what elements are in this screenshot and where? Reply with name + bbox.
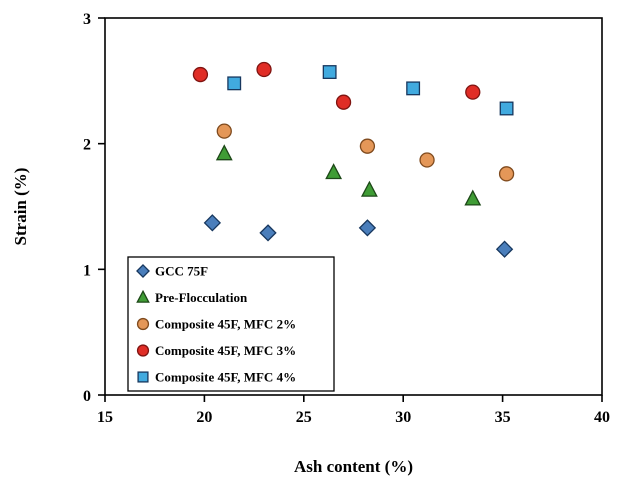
legend-box — [127, 256, 335, 392]
legend-item: Composite 45F, MFC 4% — [137, 370, 296, 385]
y-axis-tick-label: 3 — [83, 11, 91, 28]
data-point-circle — [359, 138, 376, 154]
series-1 — [215, 144, 482, 206]
series-3 — [192, 61, 481, 110]
data-point-circle — [419, 152, 435, 168]
data-point-square — [406, 81, 421, 96]
legend-label: GCC 75F — [155, 264, 208, 279]
legend-label: Composite 45F, MFC 2% — [155, 317, 296, 332]
legend-item: Pre-Flocculation — [136, 289, 248, 305]
legend-item: GCC 75F — [136, 264, 208, 279]
data-point-square — [499, 101, 514, 116]
legend-marker-square — [137, 371, 149, 383]
y-axis-title: Strain (%) — [11, 168, 30, 246]
data-point-triangle — [360, 180, 378, 197]
legend-marker-triangle — [136, 289, 150, 303]
legend-item: Composite 45F, MFC 2% — [136, 317, 296, 332]
data-point-triangle — [325, 163, 343, 180]
data-point-triangle — [215, 144, 233, 161]
data-point-circle — [465, 84, 481, 100]
data-point-square — [227, 76, 242, 91]
data-point-circle — [498, 166, 515, 182]
y-axis-tick-label: 2 — [83, 137, 91, 154]
data-point-square — [322, 65, 337, 79]
data-point-circle — [216, 123, 232, 139]
data-point-diamond — [495, 240, 514, 258]
x-axis-tick-label: 40 — [594, 409, 610, 426]
data-point-circle — [256, 61, 272, 78]
data-point-diamond — [203, 214, 222, 232]
legend-label: Pre-Flocculation — [155, 290, 248, 305]
x-axis-tick-label: 15 — [97, 409, 113, 426]
x-axis-tick-label: 25 — [296, 409, 312, 426]
data-point-diamond — [259, 224, 277, 242]
legend-label: Composite 45F, MFC 4% — [155, 370, 296, 385]
series-2 — [216, 123, 515, 182]
legend-marker-circle — [136, 317, 150, 331]
x-axis-tick-label: 35 — [495, 409, 511, 426]
x-axis-tick-label: 20 — [196, 409, 212, 426]
y-axis-tick-label: 0 — [83, 388, 91, 405]
x-axis-title: Ash content (%) — [294, 457, 413, 476]
data-point-circle — [335, 94, 352, 110]
plot-frame — [104, 17, 603, 396]
legend-marker-circle — [136, 344, 150, 357]
series-0 — [203, 214, 514, 258]
data-point-triangle — [464, 189, 482, 206]
legend-label: Composite 45F, MFC 3% — [155, 343, 296, 358]
legend-item: Composite 45F, MFC 3% — [136, 343, 296, 358]
data-point-diamond — [358, 219, 377, 237]
series-4 — [227, 65, 514, 116]
data-point-circle — [192, 66, 209, 83]
y-axis-tick-label: 1 — [83, 262, 91, 279]
x-axis-tick-label: 30 — [395, 409, 411, 426]
legend-marker-diamond — [136, 264, 150, 278]
legend: GCC 75F Pre-Flocculation Composite 45F, MF… — [127, 256, 335, 392]
